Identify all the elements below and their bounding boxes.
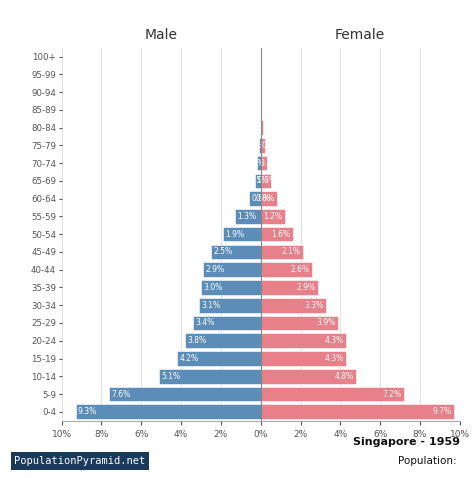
Bar	[211, 245, 261, 259]
Text: 4.3%: 4.3%	[325, 354, 344, 363]
Text: PopulationPyramid.net: PopulationPyramid.net	[14, 456, 146, 466]
Text: 0.6%: 0.6%	[251, 194, 270, 203]
Text: 0.3%: 0.3%	[257, 176, 276, 185]
Text: Population:: Population:	[398, 456, 460, 466]
Text: 1.2%: 1.2%	[263, 212, 282, 221]
Text: 7.6%: 7.6%	[112, 390, 131, 399]
Bar	[261, 404, 454, 419]
Text: 0.2%: 0.2%	[259, 159, 278, 168]
Bar	[261, 387, 404, 402]
Text: Population:        1,538,020: Population: 1,538,020	[0, 477, 1, 478]
Text: 3.1%: 3.1%	[201, 301, 220, 310]
Text: 0.5%: 0.5%	[249, 176, 268, 185]
Bar	[201, 280, 261, 295]
Text: 3.0%: 3.0%	[203, 283, 223, 292]
Bar	[223, 227, 261, 241]
Bar	[259, 138, 261, 153]
Bar	[199, 298, 261, 313]
Bar	[261, 315, 338, 330]
Bar	[257, 156, 261, 171]
Bar	[261, 298, 327, 313]
Text: 3.4%: 3.4%	[195, 318, 215, 327]
Text: 2.6%: 2.6%	[291, 265, 310, 274]
Bar	[75, 404, 261, 419]
Bar	[203, 262, 261, 277]
Text: 4.8%: 4.8%	[335, 372, 354, 381]
Text: 3.8%: 3.8%	[187, 336, 207, 345]
Bar	[261, 280, 319, 295]
Text: 2.9%: 2.9%	[205, 265, 225, 274]
Text: 3.9%: 3.9%	[317, 318, 336, 327]
Bar	[261, 191, 277, 206]
Text: 9.7%: 9.7%	[432, 407, 451, 416]
Bar	[261, 334, 346, 348]
Bar	[261, 369, 356, 383]
Bar	[109, 387, 261, 402]
Bar	[261, 138, 264, 153]
Text: Singapore - 1959: Singapore - 1959	[353, 437, 460, 447]
Text: 2.1%: 2.1%	[281, 248, 300, 257]
Bar	[261, 120, 263, 135]
Text: Population:: Population:	[0, 477, 1, 478]
Bar	[261, 209, 284, 224]
Text: 0.8%: 0.8%	[255, 194, 274, 203]
Text: 5.1%: 5.1%	[162, 372, 181, 381]
Bar	[185, 334, 261, 348]
Text: 2.9%: 2.9%	[297, 283, 316, 292]
Text: 1.6%: 1.6%	[271, 230, 290, 239]
Bar	[235, 209, 261, 224]
Bar	[261, 262, 312, 277]
Text: 4.3%: 4.3%	[325, 336, 344, 345]
Bar	[177, 351, 261, 366]
Bar	[261, 174, 271, 188]
Text: 0.2%: 0.2%	[243, 141, 262, 150]
Bar	[193, 315, 261, 330]
Bar	[249, 191, 261, 206]
Bar	[261, 351, 346, 366]
Text: 3.3%: 3.3%	[305, 301, 324, 310]
Bar	[159, 369, 261, 383]
Text: 2.5%: 2.5%	[213, 248, 232, 257]
Text: 1.9%: 1.9%	[225, 230, 245, 239]
Bar	[261, 156, 267, 171]
Text: 0.1%: 0.1%	[241, 123, 260, 132]
Text: 9.3%: 9.3%	[78, 407, 97, 416]
Bar	[261, 245, 302, 259]
Bar	[261, 227, 292, 241]
Text: 0.1%: 0.1%	[261, 141, 280, 150]
Text: 1.3%: 1.3%	[237, 212, 256, 221]
Text: Female: Female	[335, 29, 385, 43]
Bar	[255, 174, 261, 188]
Text: 0.3%: 0.3%	[245, 159, 264, 168]
Text: 7.2%: 7.2%	[383, 390, 401, 399]
Text: 4.2%: 4.2%	[180, 354, 199, 363]
Text: Male: Male	[145, 29, 178, 43]
